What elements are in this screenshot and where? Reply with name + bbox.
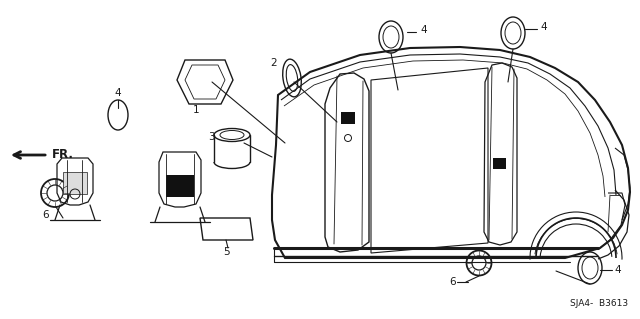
Text: FR.: FR.: [52, 149, 74, 161]
Text: 5: 5: [223, 247, 229, 257]
Text: 2: 2: [271, 58, 277, 68]
Bar: [166, 175, 194, 197]
Text: 4: 4: [614, 265, 621, 275]
Text: 6: 6: [449, 277, 456, 287]
Bar: [493, 158, 506, 169]
Text: SJA4-  B3613: SJA4- B3613: [570, 299, 628, 308]
Text: 1: 1: [193, 105, 199, 115]
Text: 6: 6: [43, 210, 49, 220]
Bar: [341, 112, 355, 124]
Text: 4: 4: [115, 88, 122, 98]
Bar: [63, 172, 87, 194]
Text: 4: 4: [540, 22, 547, 32]
Text: 4: 4: [420, 25, 427, 35]
Text: 3: 3: [208, 132, 214, 142]
